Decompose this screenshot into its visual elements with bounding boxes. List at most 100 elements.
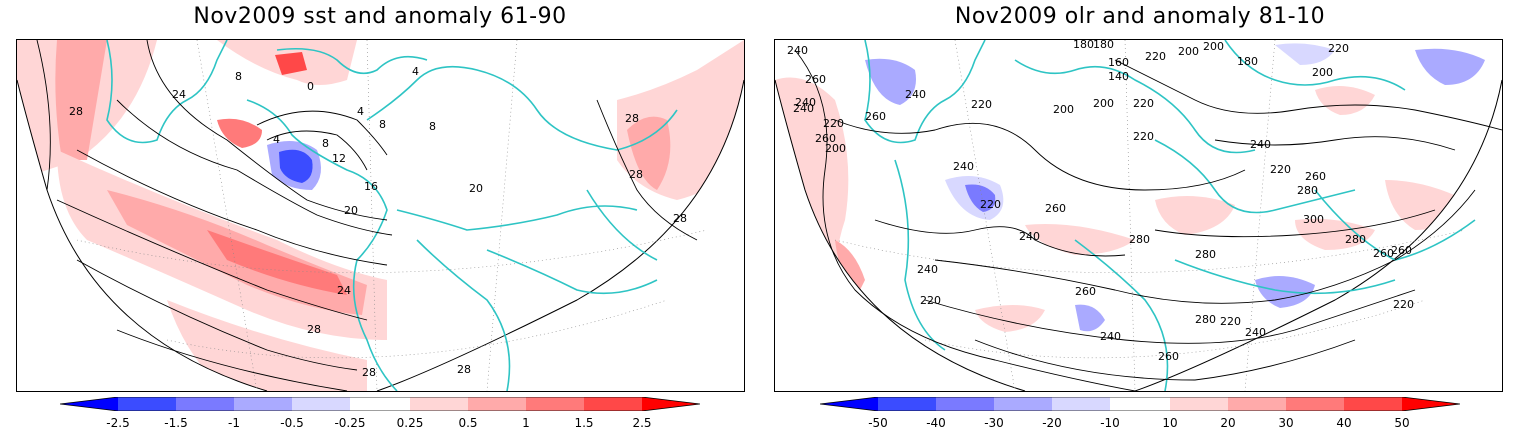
contour-label: 260 xyxy=(1045,202,1066,215)
contour-label: 20 xyxy=(469,182,483,195)
anomaly-area xyxy=(1275,43,1335,65)
contour-label: 4 xyxy=(412,65,419,78)
anomaly-area xyxy=(835,240,865,300)
contour-label: 260 xyxy=(815,132,836,145)
colorbar-label: -20 xyxy=(1042,416,1062,430)
contour-label: 28 xyxy=(457,363,471,376)
colorbar-swatch xyxy=(410,397,468,411)
colorbar-label: 50 xyxy=(1394,416,1410,430)
colorbar-swatch xyxy=(1110,397,1170,411)
contour-label: 220 xyxy=(1393,298,1414,311)
olr-colorbar-labels: -50 -40 -30 -20 -10 10 20 30 40 50 xyxy=(820,416,1460,430)
colorbar-swatch xyxy=(878,397,936,411)
colorbar-swatch xyxy=(1170,397,1228,411)
contour-label: 8 xyxy=(322,137,329,150)
colorbar-swatch xyxy=(118,397,176,411)
contour-label: 240 xyxy=(905,88,926,101)
colorbar-swatch xyxy=(526,397,584,411)
colorbar-label: 2.5 xyxy=(632,416,652,430)
colorbar-label: 0.25 xyxy=(396,416,424,430)
colorbar-label: -30 xyxy=(984,416,1004,430)
colorbar-label: -1 xyxy=(228,416,240,430)
contour-label: 200 xyxy=(1178,45,1199,58)
contour-label: 4 xyxy=(273,133,280,146)
contour-label: 240 xyxy=(917,263,938,276)
colorbar-label: -40 xyxy=(926,416,946,430)
anomaly-area xyxy=(275,52,307,75)
contour-label: 12 xyxy=(332,152,346,165)
anomaly-area xyxy=(1155,196,1235,235)
colorbar-swatch xyxy=(1286,397,1344,411)
contour-label: 180 xyxy=(1093,40,1114,51)
contour-label: 28 xyxy=(673,212,687,225)
colorbar-label: 1 xyxy=(522,416,530,430)
anomaly-area xyxy=(627,116,671,190)
anomaly-area xyxy=(775,77,855,302)
anomaly-area xyxy=(1075,304,1105,332)
sst-map: 8 0 4 4 8 8 12 16 20 24 28 28 28 28 4 8 … xyxy=(16,39,745,392)
anomaly-area xyxy=(865,58,916,105)
olr-colorbar xyxy=(820,397,1460,411)
colorbar-swatch xyxy=(468,397,526,411)
contour-label: 140 xyxy=(1108,70,1129,83)
contour-label: 240 xyxy=(795,96,816,109)
sst-map-canvas: 8 0 4 4 8 8 12 16 20 24 28 28 28 28 4 8 … xyxy=(17,40,744,391)
contour-label: 200 xyxy=(825,142,846,155)
colorbar-swatch xyxy=(176,397,234,411)
colorbar-label: 30 xyxy=(1278,416,1294,430)
anomaly-area xyxy=(167,300,367,391)
contour-label: 220 xyxy=(1133,97,1154,110)
contour-label: 220 xyxy=(823,117,844,130)
colorbar-swatch xyxy=(1052,397,1110,411)
contour-label: 16 xyxy=(364,180,378,193)
olr-map: 240 180 180 160 140 220 200 200 180 200 … xyxy=(774,39,1503,392)
contour-label: 220 xyxy=(971,98,992,111)
contour-label: 28 xyxy=(69,105,83,118)
contour-label: 260 xyxy=(1075,285,1096,298)
contour-label: 240 xyxy=(793,102,814,115)
contour-label: 260 xyxy=(1373,247,1394,260)
colorbar-label: 10 xyxy=(1162,416,1178,430)
anomaly-area xyxy=(1295,218,1375,250)
contour-label: 24 xyxy=(172,88,186,101)
olr-panel: Nov2009 olr and anomaly 81-10 xyxy=(760,0,1520,430)
anomaly-area xyxy=(1315,86,1375,115)
colorbar-end-right xyxy=(642,397,700,411)
contour-label: 28 xyxy=(362,366,376,379)
contour-label: 4 xyxy=(357,105,364,118)
contour-label: 200 xyxy=(1053,103,1074,116)
contour-label: 300 xyxy=(1303,213,1324,226)
contour-label: 280 xyxy=(1345,233,1366,246)
contour-label: 28 xyxy=(307,323,321,336)
colorbar-swatch xyxy=(994,397,1052,411)
colorbar-swatch xyxy=(292,397,350,411)
contour-label: 260 xyxy=(865,110,886,123)
colorbar-label: -50 xyxy=(868,416,888,430)
contour-label: 200 xyxy=(1312,66,1333,79)
contour-label: 220 xyxy=(1133,130,1154,143)
colorbar-label: -0.25 xyxy=(334,416,366,430)
contour-label: 260 xyxy=(805,73,826,86)
contour-label: 220 xyxy=(1270,163,1291,176)
contour-label: 8 xyxy=(379,118,386,131)
anomaly-area xyxy=(217,118,262,148)
colorbar-swatch xyxy=(350,397,410,411)
contour-label: 220 xyxy=(920,294,941,307)
contour-label: 240 xyxy=(1100,330,1121,343)
contour-label: 28 xyxy=(625,112,639,125)
contour-label: 200 xyxy=(1093,97,1114,110)
colorbar-swatch xyxy=(234,397,292,411)
contour-label: 240 xyxy=(1019,230,1040,243)
colorbar-label: 20 xyxy=(1220,416,1236,430)
contour-label: 240 xyxy=(1245,326,1266,339)
contour-label: 240 xyxy=(1250,138,1271,151)
contour-label: 0 xyxy=(307,80,314,93)
colorbar-swatch xyxy=(1228,397,1286,411)
contour-label: 220 xyxy=(1328,42,1349,55)
contour-label: 20 xyxy=(344,204,358,217)
contour-label: 260 xyxy=(1305,170,1326,183)
contour-label: 280 xyxy=(1297,184,1318,197)
contour-label: 28 xyxy=(629,168,643,181)
colorbar-label: 40 xyxy=(1336,416,1352,430)
colorbar-end-left xyxy=(820,397,878,411)
